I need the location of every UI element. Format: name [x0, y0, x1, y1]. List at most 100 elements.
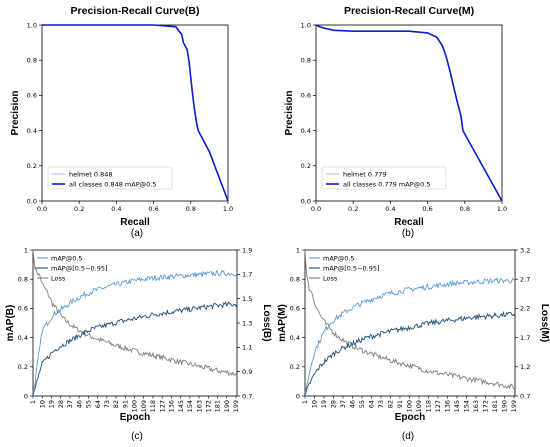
x-tick-label: 46 [349, 400, 357, 408]
panel-caption: (a) [131, 228, 143, 239]
y2-tick-label: 1.1 [242, 344, 252, 352]
x-tick-label: 136 [168, 400, 176, 412]
y2-tick-label: 2.2 [520, 305, 530, 313]
x-tick-label: 37 [66, 400, 74, 408]
y-tick-label: 0.8 [18, 276, 28, 284]
x-tick-label: 19 [48, 400, 56, 408]
x-tick-label: 91 [396, 400, 404, 408]
legend-label: all classes 0.848 mAP@0.5 [69, 180, 156, 188]
y-tick-label: 0 [296, 392, 300, 400]
y2-tick-label: 3.2 [520, 246, 530, 254]
x-tick-label: 118 [425, 400, 433, 412]
legend-label: helmet 0.779 [343, 170, 386, 178]
series-line [304, 310, 516, 395]
x-tick-label: 154 [186, 400, 194, 412]
x-tick-label: 145 [177, 400, 185, 412]
x-tick-label: 199 [510, 400, 518, 412]
x-tick-label: 0.0 [311, 205, 321, 213]
y-axis-label: Precision [284, 90, 295, 135]
series-line [32, 270, 238, 394]
x-tick-label: 64 [94, 400, 102, 408]
panel-caption: (c) [131, 431, 143, 442]
legend-label: mAP@[0.5~0.95] [51, 264, 108, 272]
x-tick-label: 100 [406, 400, 414, 412]
legend-label: mAP@0.5 [51, 254, 83, 262]
panel-caption: (b) [402, 228, 414, 239]
x-tick-label: 190 [223, 400, 231, 412]
chart-title: Precision-Recall Curve(M) [344, 5, 474, 17]
x-tick-label: 181 [214, 400, 222, 412]
y2-tick-label: 1.2 [520, 363, 530, 371]
series-line [32, 301, 238, 395]
x-tick-label: 1.0 [223, 205, 233, 213]
x-tick-label: 136 [444, 400, 452, 412]
y-tick-label: 1 [24, 246, 28, 254]
x-tick-label: 109 [140, 400, 148, 412]
y-tick-label: 0 [24, 392, 28, 400]
y-tick-label: 0.0 [27, 197, 37, 205]
chart-panel-1: Precision-Recall Curve(M) 0.0 0.2 0.4 0.6 0.8… [284, 5, 507, 239]
y-tick-label: 0.2 [290, 363, 300, 371]
legend-label: mAP@[0.5~0.95] [323, 264, 380, 272]
y2-tick-label: 1.7 [520, 334, 530, 342]
y-axis-label: mAP(M) [277, 304, 288, 342]
x-tick-label: 19 [320, 400, 328, 408]
series-line [32, 249, 238, 377]
y2-tick-label: 2.7 [520, 276, 530, 284]
y-tick-label: 0.4 [290, 334, 300, 342]
y2-axis-label: Loss(B) [261, 304, 272, 341]
y-tick-label: 0.6 [18, 305, 28, 313]
x-tick-label: 0.8 [186, 205, 196, 213]
y-tick-label: 0.4 [18, 334, 28, 342]
x-tick-label: 73 [377, 400, 385, 408]
y-tick-label: 0.8 [301, 57, 311, 65]
x-tick-label: 163 [472, 400, 480, 412]
x-tick-label: 127 [434, 400, 442, 412]
x-tick-label: 172 [204, 400, 212, 412]
x-tick-label: 55 [358, 400, 366, 408]
chart-panel-0: Precision-Recall Curve(B) 0.0 0.2 0.4 0.6 0.8… [10, 5, 233, 239]
x-tick-label: 46 [75, 400, 83, 408]
y-tick-label: 0.0 [301, 197, 311, 205]
x-tick-label: 82 [387, 400, 395, 408]
y-tick-label: 1 [296, 246, 300, 254]
legend-box [321, 166, 447, 190]
x-tick-label: 172 [482, 400, 490, 412]
y2-tick-label: 0.9 [242, 368, 252, 376]
y-tick-label: 1.0 [301, 21, 311, 29]
x-tick-label: 1 [29, 400, 37, 404]
y-tick-label: 0.2 [18, 363, 28, 371]
x-tick-label: 82 [112, 400, 120, 408]
x-tick-label: 10 [311, 400, 319, 408]
x-tick-label: 64 [368, 400, 376, 408]
x-tick-label: 0.8 [460, 205, 470, 213]
x-tick-label: 28 [57, 400, 65, 408]
y-tick-label: 0.6 [290, 305, 300, 313]
y-tick-label: 0.4 [301, 127, 311, 135]
x-axis-label: Epoch [395, 412, 426, 423]
legend-box [47, 166, 173, 190]
x-tick-label: 190 [501, 400, 509, 412]
y2-tick-label: 0.7 [242, 392, 252, 400]
x-tick-label: 100 [131, 400, 139, 412]
x-tick-label: 28 [330, 400, 338, 408]
x-tick-label: 0.4 [385, 205, 395, 213]
x-tick-label: 55 [85, 400, 93, 408]
y2-axis-label: Loss(M) [539, 304, 550, 342]
chart-panel-3: 1 10 19 28 37 46 55 64 73 82 91 100 109 118 127 136 145 1… [277, 246, 550, 442]
panel-caption: (d) [402, 431, 414, 442]
x-tick-label: 181 [491, 400, 499, 412]
chart-panel-2: 1 10 19 28 37 46 55 64 73 82 91 100 109 118 127 136 145 1… [5, 246, 272, 442]
legend-label: helmet 0.848 [69, 170, 112, 178]
y2-tick-label: 1.3 [242, 319, 252, 327]
x-tick-label: 73 [103, 400, 111, 408]
x-tick-label: 1 [301, 400, 309, 404]
legend-label: Loss [51, 274, 66, 282]
y-tick-label: 0.6 [301, 92, 311, 100]
legend-label: all classes 0.779 mAP@0.5 [343, 180, 430, 188]
legend-label: Loss [323, 274, 338, 282]
x-tick-label: 0.4 [111, 205, 121, 213]
x-tick-label: 127 [158, 400, 166, 412]
x-axis-label: Epoch [120, 412, 151, 423]
